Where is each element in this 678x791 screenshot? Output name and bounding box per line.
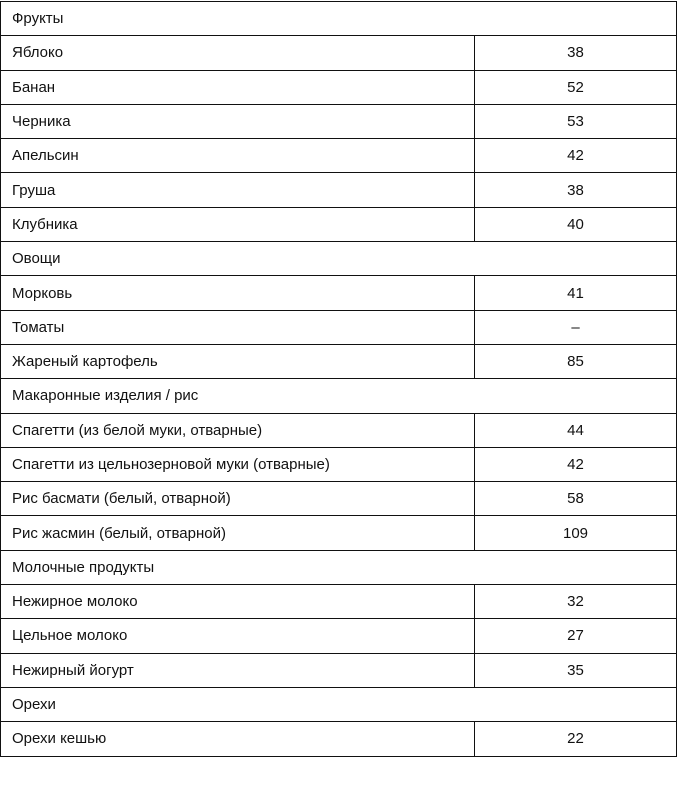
table-row: Цельное молоко 27 bbox=[0, 618, 677, 654]
group-title: Макаронные изделия / рис bbox=[0, 378, 677, 414]
food-value: 109 bbox=[474, 515, 677, 551]
table-row: Груша 38 bbox=[0, 172, 677, 208]
food-value: 32 bbox=[474, 584, 677, 620]
group-header-row: Молочные продукты bbox=[0, 549, 677, 586]
group-title: Молочные продукты bbox=[0, 549, 677, 586]
food-name: Груша bbox=[0, 172, 475, 208]
group-title: Овощи bbox=[0, 241, 677, 277]
food-name: Яблоко bbox=[0, 35, 475, 71]
table-row: Рис жасмин (белый, отварной) 109 bbox=[0, 515, 677, 551]
table-row: Орехи кешью 22 bbox=[0, 721, 677, 757]
table-row: Банан 52 bbox=[0, 69, 677, 105]
table-row: Томаты – bbox=[0, 309, 677, 345]
food-name: Орехи кешью bbox=[0, 721, 475, 757]
group-header-row: Орехи bbox=[0, 686, 677, 723]
food-value: 35 bbox=[474, 652, 677, 688]
food-name: Морковь bbox=[0, 275, 475, 311]
food-value: 53 bbox=[474, 103, 677, 140]
group-title: Фрукты bbox=[0, 0, 677, 37]
table-row: Черника 53 bbox=[0, 103, 677, 140]
food-name: Спагетти из цельнозерновой муки (отварны… bbox=[0, 446, 475, 483]
food-name: Нежирный йогурт bbox=[0, 652, 475, 688]
food-value: 42 bbox=[474, 446, 677, 483]
food-name: Черника bbox=[0, 103, 475, 140]
table-row: Морковь 41 bbox=[0, 275, 677, 311]
group-header-row: Овощи bbox=[0, 241, 677, 277]
table-row: Нежирное молоко 32 bbox=[0, 584, 677, 620]
food-value: 22 bbox=[474, 721, 677, 757]
table-row: Спагетти (из белой муки, отварные) 44 bbox=[0, 412, 677, 448]
food-name: Спагетти (из белой муки, отварные) bbox=[0, 412, 475, 448]
food-value: 27 bbox=[474, 618, 677, 654]
food-name: Цельное молоко bbox=[0, 618, 475, 654]
food-value: 38 bbox=[474, 172, 677, 208]
table-row: Спагетти из цельнозерновой муки (отварны… bbox=[0, 446, 677, 483]
food-name: Томаты bbox=[0, 309, 475, 345]
food-value: 42 bbox=[474, 138, 677, 174]
food-value: 38 bbox=[474, 35, 677, 71]
food-value: 85 bbox=[474, 343, 677, 380]
food-value: 41 bbox=[474, 275, 677, 311]
food-name: Рис басмати (белый, отварной) bbox=[0, 481, 475, 517]
food-name: Жареный картофель bbox=[0, 343, 475, 380]
food-value: 58 bbox=[474, 481, 677, 517]
food-table: Фрукты Яблоко 38 Банан 52 Черника 53 Апельсин 42… bbox=[0, 0, 677, 757]
table-row: Жареный картофель 85 bbox=[0, 343, 677, 380]
food-value: 44 bbox=[474, 412, 677, 448]
food-value: 40 bbox=[474, 206, 677, 243]
group-header-row: Фрукты bbox=[0, 0, 677, 37]
table-row: Рис басмати (белый, отварной) 58 bbox=[0, 481, 677, 517]
food-name: Банан bbox=[0, 69, 475, 105]
group-header-row: Макаронные изделия / рис bbox=[0, 378, 677, 414]
table-row: Нежирный йогурт 35 bbox=[0, 652, 677, 688]
food-value: 52 bbox=[474, 69, 677, 105]
table-row: Яблоко 38 bbox=[0, 35, 677, 71]
food-name: Нежирное молоко bbox=[0, 584, 475, 620]
table-row: Клубника 40 bbox=[0, 206, 677, 243]
food-name: Апельсин bbox=[0, 138, 475, 174]
table-row: Апельсин 42 bbox=[0, 138, 677, 174]
group-title: Орехи bbox=[0, 686, 677, 723]
food-name: Рис жасмин (белый, отварной) bbox=[0, 515, 475, 551]
food-value: – bbox=[474, 309, 677, 345]
food-name: Клубника bbox=[0, 206, 475, 243]
